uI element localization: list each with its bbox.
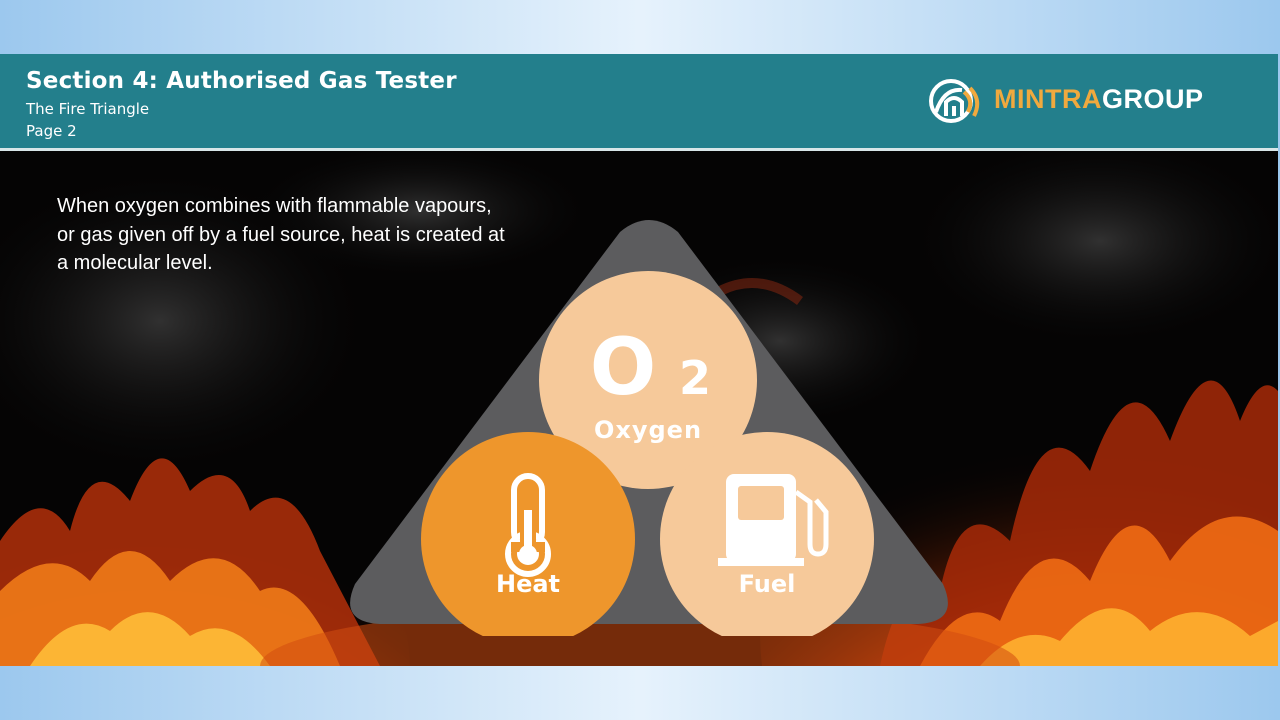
thermometer-icon: [505, 473, 551, 577]
page-number: Page 2: [26, 122, 77, 140]
mintra-group-logo: MINTRAGROUP: [928, 78, 1248, 126]
header-bar: Section 4: Authorised Gas Tester The Fir…: [0, 54, 1278, 151]
body-paragraph: When oxygen combines with flammable vapo…: [57, 195, 505, 274]
fire-triangle-diagram: O 2 Oxygen Heat Fuel: [350, 220, 948, 636]
fuel-element: Fuel: [660, 432, 874, 636]
slide-subtitle: The Fire Triangle: [26, 100, 150, 118]
oxygen-element: O 2 Oxygen: [539, 271, 757, 489]
oxygen-label: Oxygen: [594, 416, 702, 444]
section-title: Section 4: Authorised Gas Tester: [26, 68, 457, 94]
heat-label: Heat: [496, 570, 560, 598]
logo-wordmark: MINTRAGROUP: [994, 84, 1204, 115]
heat-element: Heat: [421, 432, 635, 636]
oxygen-symbol: O: [590, 323, 656, 413]
logo-text-group: GROUP: [1101, 84, 1204, 114]
fuel-pump-icon: [718, 474, 829, 566]
logo-text-mintra: MINTRA: [994, 84, 1102, 114]
fuel-label: Fuel: [739, 570, 796, 598]
oxygen-subscript: 2: [679, 351, 711, 405]
mintra-logo-icon: [929, 79, 980, 123]
